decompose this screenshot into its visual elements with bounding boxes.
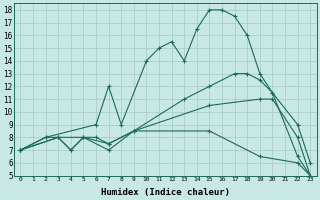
X-axis label: Humidex (Indice chaleur): Humidex (Indice chaleur) [101, 188, 230, 197]
